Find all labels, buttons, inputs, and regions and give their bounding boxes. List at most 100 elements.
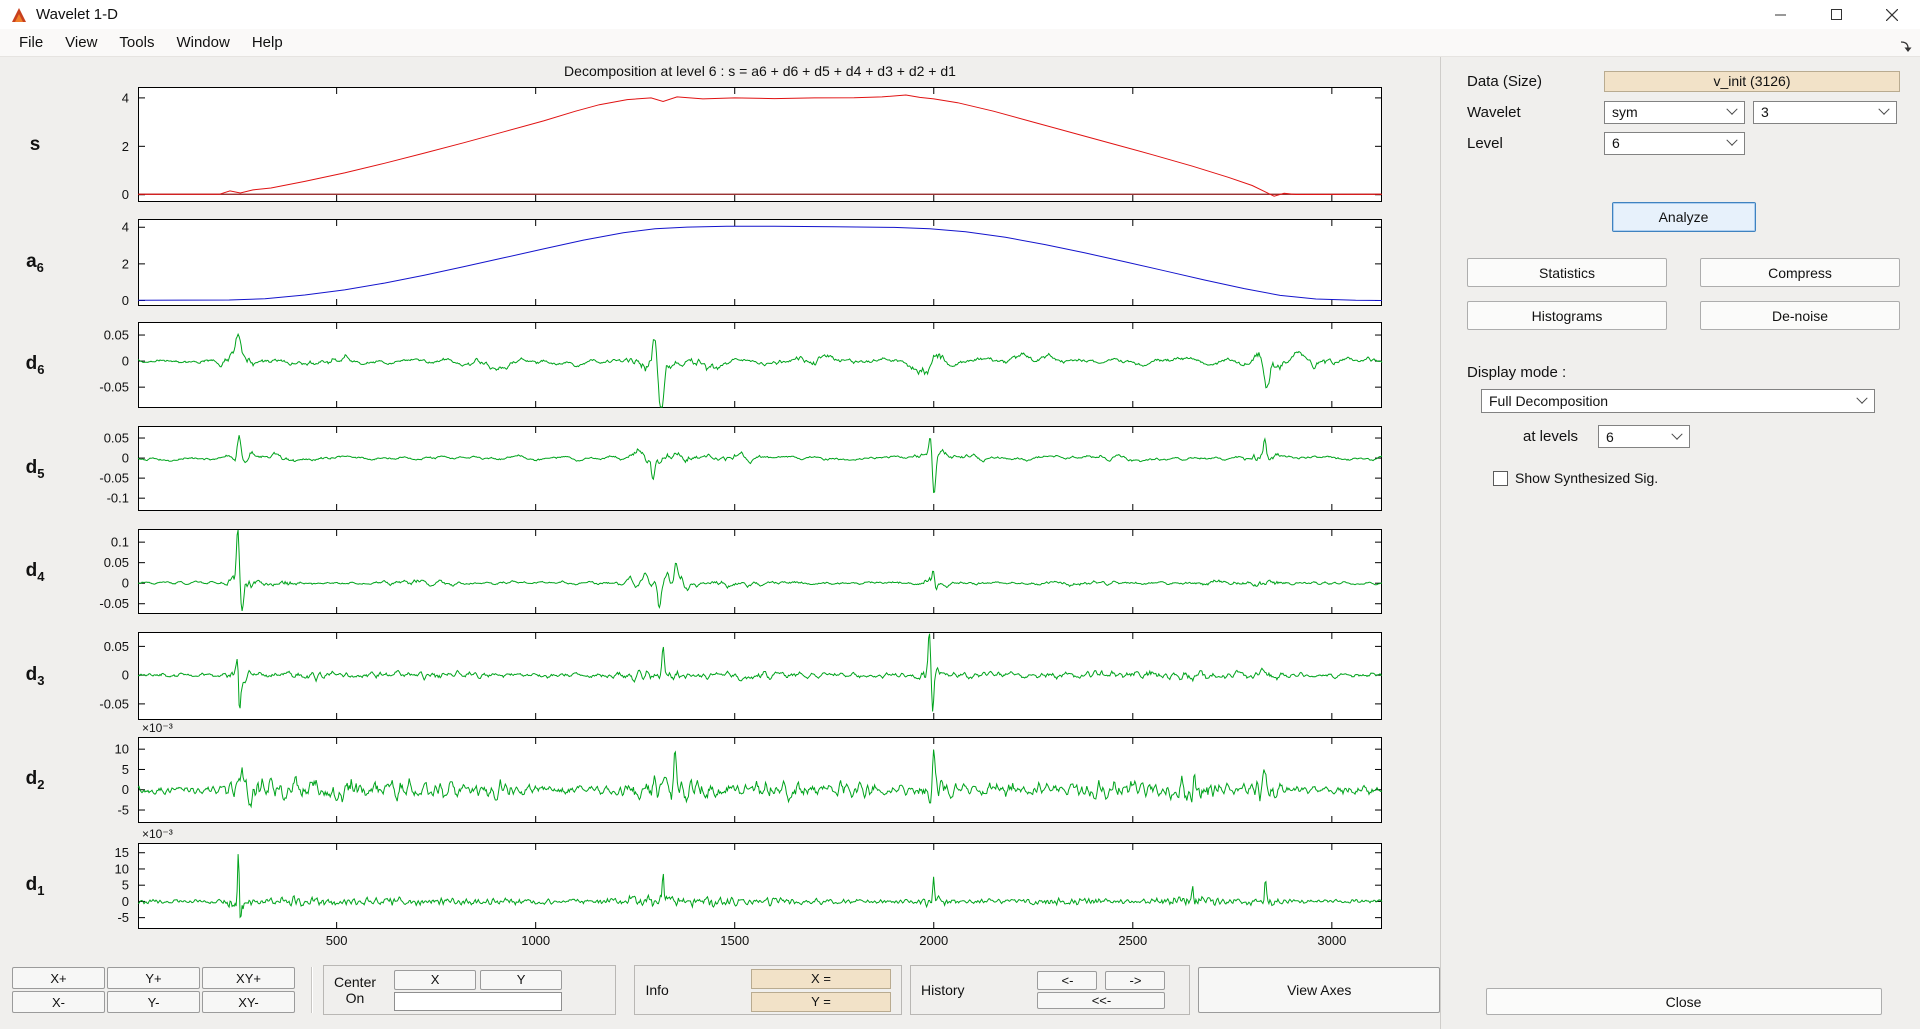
zoom-x-minus-button[interactable]: X- xyxy=(12,991,105,1013)
x-axis-row: 500 1000 1500 2000 2500 3000 xyxy=(0,929,1440,951)
svg-text:-0.05: -0.05 xyxy=(99,696,129,711)
svg-text:4: 4 xyxy=(122,220,129,235)
svg-text:5: 5 xyxy=(122,878,129,893)
statistics-button[interactable]: Statistics xyxy=(1467,258,1667,287)
svg-text:0: 0 xyxy=(122,451,129,466)
plot-label-d3: d3 xyxy=(25,664,45,688)
compress-button[interactable]: Compress xyxy=(1700,258,1900,287)
close-button[interactable]: Close xyxy=(1485,988,1882,1015)
plot-row-d1: d1 ×10⁻³ -5 0 5 10 15 xyxy=(0,827,1440,929)
history-back-button[interactable]: <- xyxy=(1037,971,1098,990)
show-synthesized-label: Show Synthesized Sig. xyxy=(1515,470,1659,486)
chart-d6[interactable]: -0.05 0 0.05 xyxy=(70,322,1392,408)
show-synthesized-checkbox[interactable] xyxy=(1493,470,1508,486)
menu-file[interactable]: File xyxy=(19,34,44,51)
center-on-label: Center On xyxy=(334,974,377,1006)
histograms-button[interactable]: Histograms xyxy=(1467,301,1667,330)
close-icon xyxy=(1886,8,1898,21)
chevron-down-icon xyxy=(1878,103,1890,115)
svg-text:0.05: 0.05 xyxy=(104,431,129,446)
history-forward-button[interactable]: -> xyxy=(1105,971,1166,990)
zoom-xy-plus-button[interactable]: XY+ xyxy=(202,967,295,989)
svg-text:0.05: 0.05 xyxy=(104,639,129,654)
plot-label-d4: d4 xyxy=(25,559,45,584)
chart-d5[interactable]: -0.1 -0.05 0 0.05 xyxy=(70,426,1392,511)
chart-d4[interactable]: -0.05 0 0.05 0.1 xyxy=(70,529,1392,614)
plots-container: s 0 2 4 a6 0 2 4 d6 -0.05 0 0.05 d5 -0.1 -0.05 0 0.05 d4-… xyxy=(0,87,1440,951)
x-axis-spacer xyxy=(0,929,70,951)
svg-text:0.05: 0.05 xyxy=(104,555,129,570)
center-value-input[interactable] xyxy=(394,991,563,1011)
svg-text:-0.05: -0.05 xyxy=(99,471,129,486)
view-axes-button[interactable]: View Axes xyxy=(1198,967,1440,1013)
decomposition-title: Decomposition at level 6 : s = a6 + d6 +… xyxy=(564,63,956,79)
wavelet-family-dropdown[interactable]: sym xyxy=(1604,100,1745,124)
window-controls xyxy=(1752,0,1920,29)
svg-text:0.1: 0.1 xyxy=(111,535,129,550)
svg-text:0: 0 xyxy=(122,354,129,369)
control-panel: Data (Size) v_init (3126) Wavelet sym 3 … xyxy=(1440,57,1920,1029)
menu-help[interactable]: Help xyxy=(251,34,283,51)
denoise-button[interactable]: De-noise xyxy=(1700,301,1900,330)
zoom-y-minus-button[interactable]: Y- xyxy=(107,991,200,1013)
display-mode-dropdown[interactable]: Full Decomposition xyxy=(1481,389,1875,413)
chart-d3[interactable]: -0.05 0 0.05 xyxy=(70,632,1392,720)
chevron-down-icon xyxy=(1726,134,1738,146)
display-mode-label: Display mode : xyxy=(1467,364,1567,381)
title-bar: Wavelet 1-D xyxy=(0,0,1920,29)
zoom-xy-minus-button[interactable]: XY- xyxy=(202,991,295,1013)
svg-text:-0.1: -0.1 xyxy=(107,491,129,506)
svg-text:1500: 1500 xyxy=(720,933,749,948)
info-group: Info X = Y = xyxy=(634,965,902,1015)
plot-row-d5: d5 -0.1 -0.05 0 0.05 xyxy=(0,426,1440,511)
plot-row-d3: d3 -0.05 0 0.05 xyxy=(0,632,1440,720)
dock-arrow-icon[interactable] xyxy=(1899,41,1912,53)
close-window-button[interactable] xyxy=(1864,0,1920,29)
plot-row-d2: d2 ×10⁻³ -5 0 5 10 xyxy=(0,721,1440,823)
history-rewind-button[interactable]: <<- xyxy=(1037,992,1166,1009)
exponent-label-d1: ×10⁻³ xyxy=(142,827,173,841)
svg-text:10: 10 xyxy=(115,861,129,876)
svg-text:0: 0 xyxy=(122,576,129,591)
plot-row-d4: d4 -0.05 0 0.05 0.1 xyxy=(0,529,1440,614)
center-on-group: Center On X Y xyxy=(323,965,617,1015)
plot-label-d1: d1 xyxy=(25,874,45,898)
chevron-down-icon xyxy=(1856,392,1868,404)
zoom-button-group: X+ Y+ XY+ X- Y- XY- xyxy=(12,965,295,1015)
center-y-button[interactable]: Y xyxy=(480,969,563,990)
history-label: History xyxy=(920,982,965,998)
menu-tools[interactable]: Tools xyxy=(119,34,155,51)
info-x-field: X = xyxy=(750,968,891,989)
analyze-button[interactable]: Analyze xyxy=(1611,202,1756,232)
svg-text:0: 0 xyxy=(122,894,129,909)
chart-d2[interactable]: -5 0 5 10 xyxy=(70,737,1392,823)
plot-label-d5: d5 xyxy=(25,456,45,481)
menu-window[interactable]: Window xyxy=(176,34,230,51)
minimize-icon xyxy=(1774,14,1786,16)
plot-label-d6: d6 xyxy=(25,353,45,377)
app-icon xyxy=(12,7,26,22)
center-x-button[interactable]: X xyxy=(394,969,477,990)
zoom-y-plus-button[interactable]: Y+ xyxy=(107,967,200,989)
svg-text:0: 0 xyxy=(122,187,129,202)
at-levels-dropdown[interactable]: 6 xyxy=(1598,425,1690,448)
svg-text:-0.05: -0.05 xyxy=(99,596,129,611)
exponent-label-d2: ×10⁻³ xyxy=(142,721,173,735)
svg-text:4: 4 xyxy=(122,90,129,105)
svg-text:0: 0 xyxy=(122,668,129,683)
wavelet-order-dropdown[interactable]: 3 xyxy=(1753,100,1897,124)
toolbar-separator xyxy=(311,967,313,1013)
svg-text:2000: 2000 xyxy=(919,933,948,948)
zoom-x-plus-button[interactable]: X+ xyxy=(12,967,105,989)
minimize-button[interactable] xyxy=(1752,0,1808,29)
chart-s[interactable]: 0 2 4 xyxy=(70,87,1392,202)
svg-text:0: 0 xyxy=(122,782,129,797)
level-dropdown[interactable]: 6 xyxy=(1604,131,1745,155)
level-label: Level xyxy=(1467,134,1503,152)
menu-view[interactable]: View xyxy=(65,34,98,51)
chart-a6[interactable]: 0 2 4 xyxy=(70,219,1392,306)
chevron-down-icon xyxy=(1726,103,1738,115)
main-area: Decomposition at level 6 : s = a6 + d6 +… xyxy=(0,57,1920,1029)
maximize-button[interactable] xyxy=(1808,0,1864,29)
